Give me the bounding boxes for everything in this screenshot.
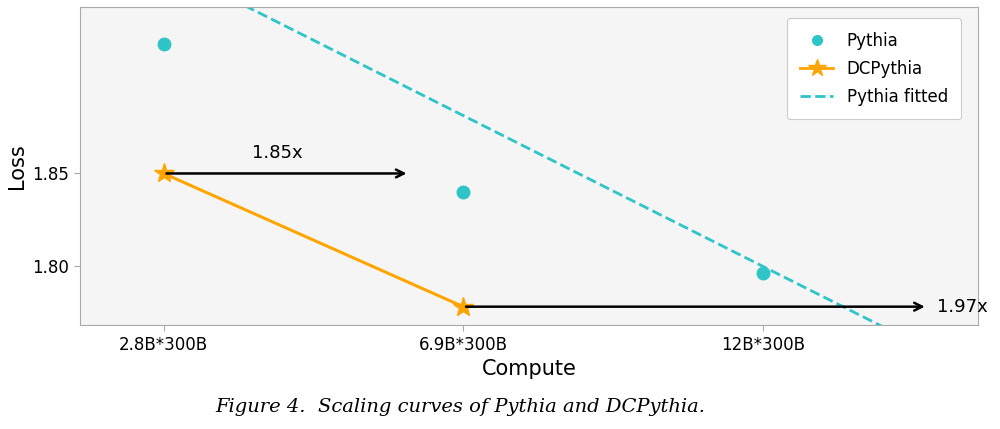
Text: 1.85x: 1.85x <box>252 145 303 162</box>
Text: 1.97x: 1.97x <box>937 298 987 316</box>
Pythia <box>457 189 469 194</box>
DCPythia <box>457 304 469 309</box>
Line: Pythia: Pythia <box>157 38 769 280</box>
Text: Figure 4.  Scaling curves of Pythia and DCPythia.: Figure 4. Scaling curves of Pythia and D… <box>215 398 705 416</box>
DCPythia <box>158 171 170 176</box>
Pythia <box>757 271 769 276</box>
Pythia <box>158 41 170 46</box>
Y-axis label: Loss: Loss <box>7 143 27 189</box>
Legend: Pythia, DCPythia, Pythia fitted: Pythia, DCPythia, Pythia fitted <box>787 18 961 119</box>
X-axis label: Compute: Compute <box>482 359 577 379</box>
Line: DCPythia: DCPythia <box>153 163 474 317</box>
